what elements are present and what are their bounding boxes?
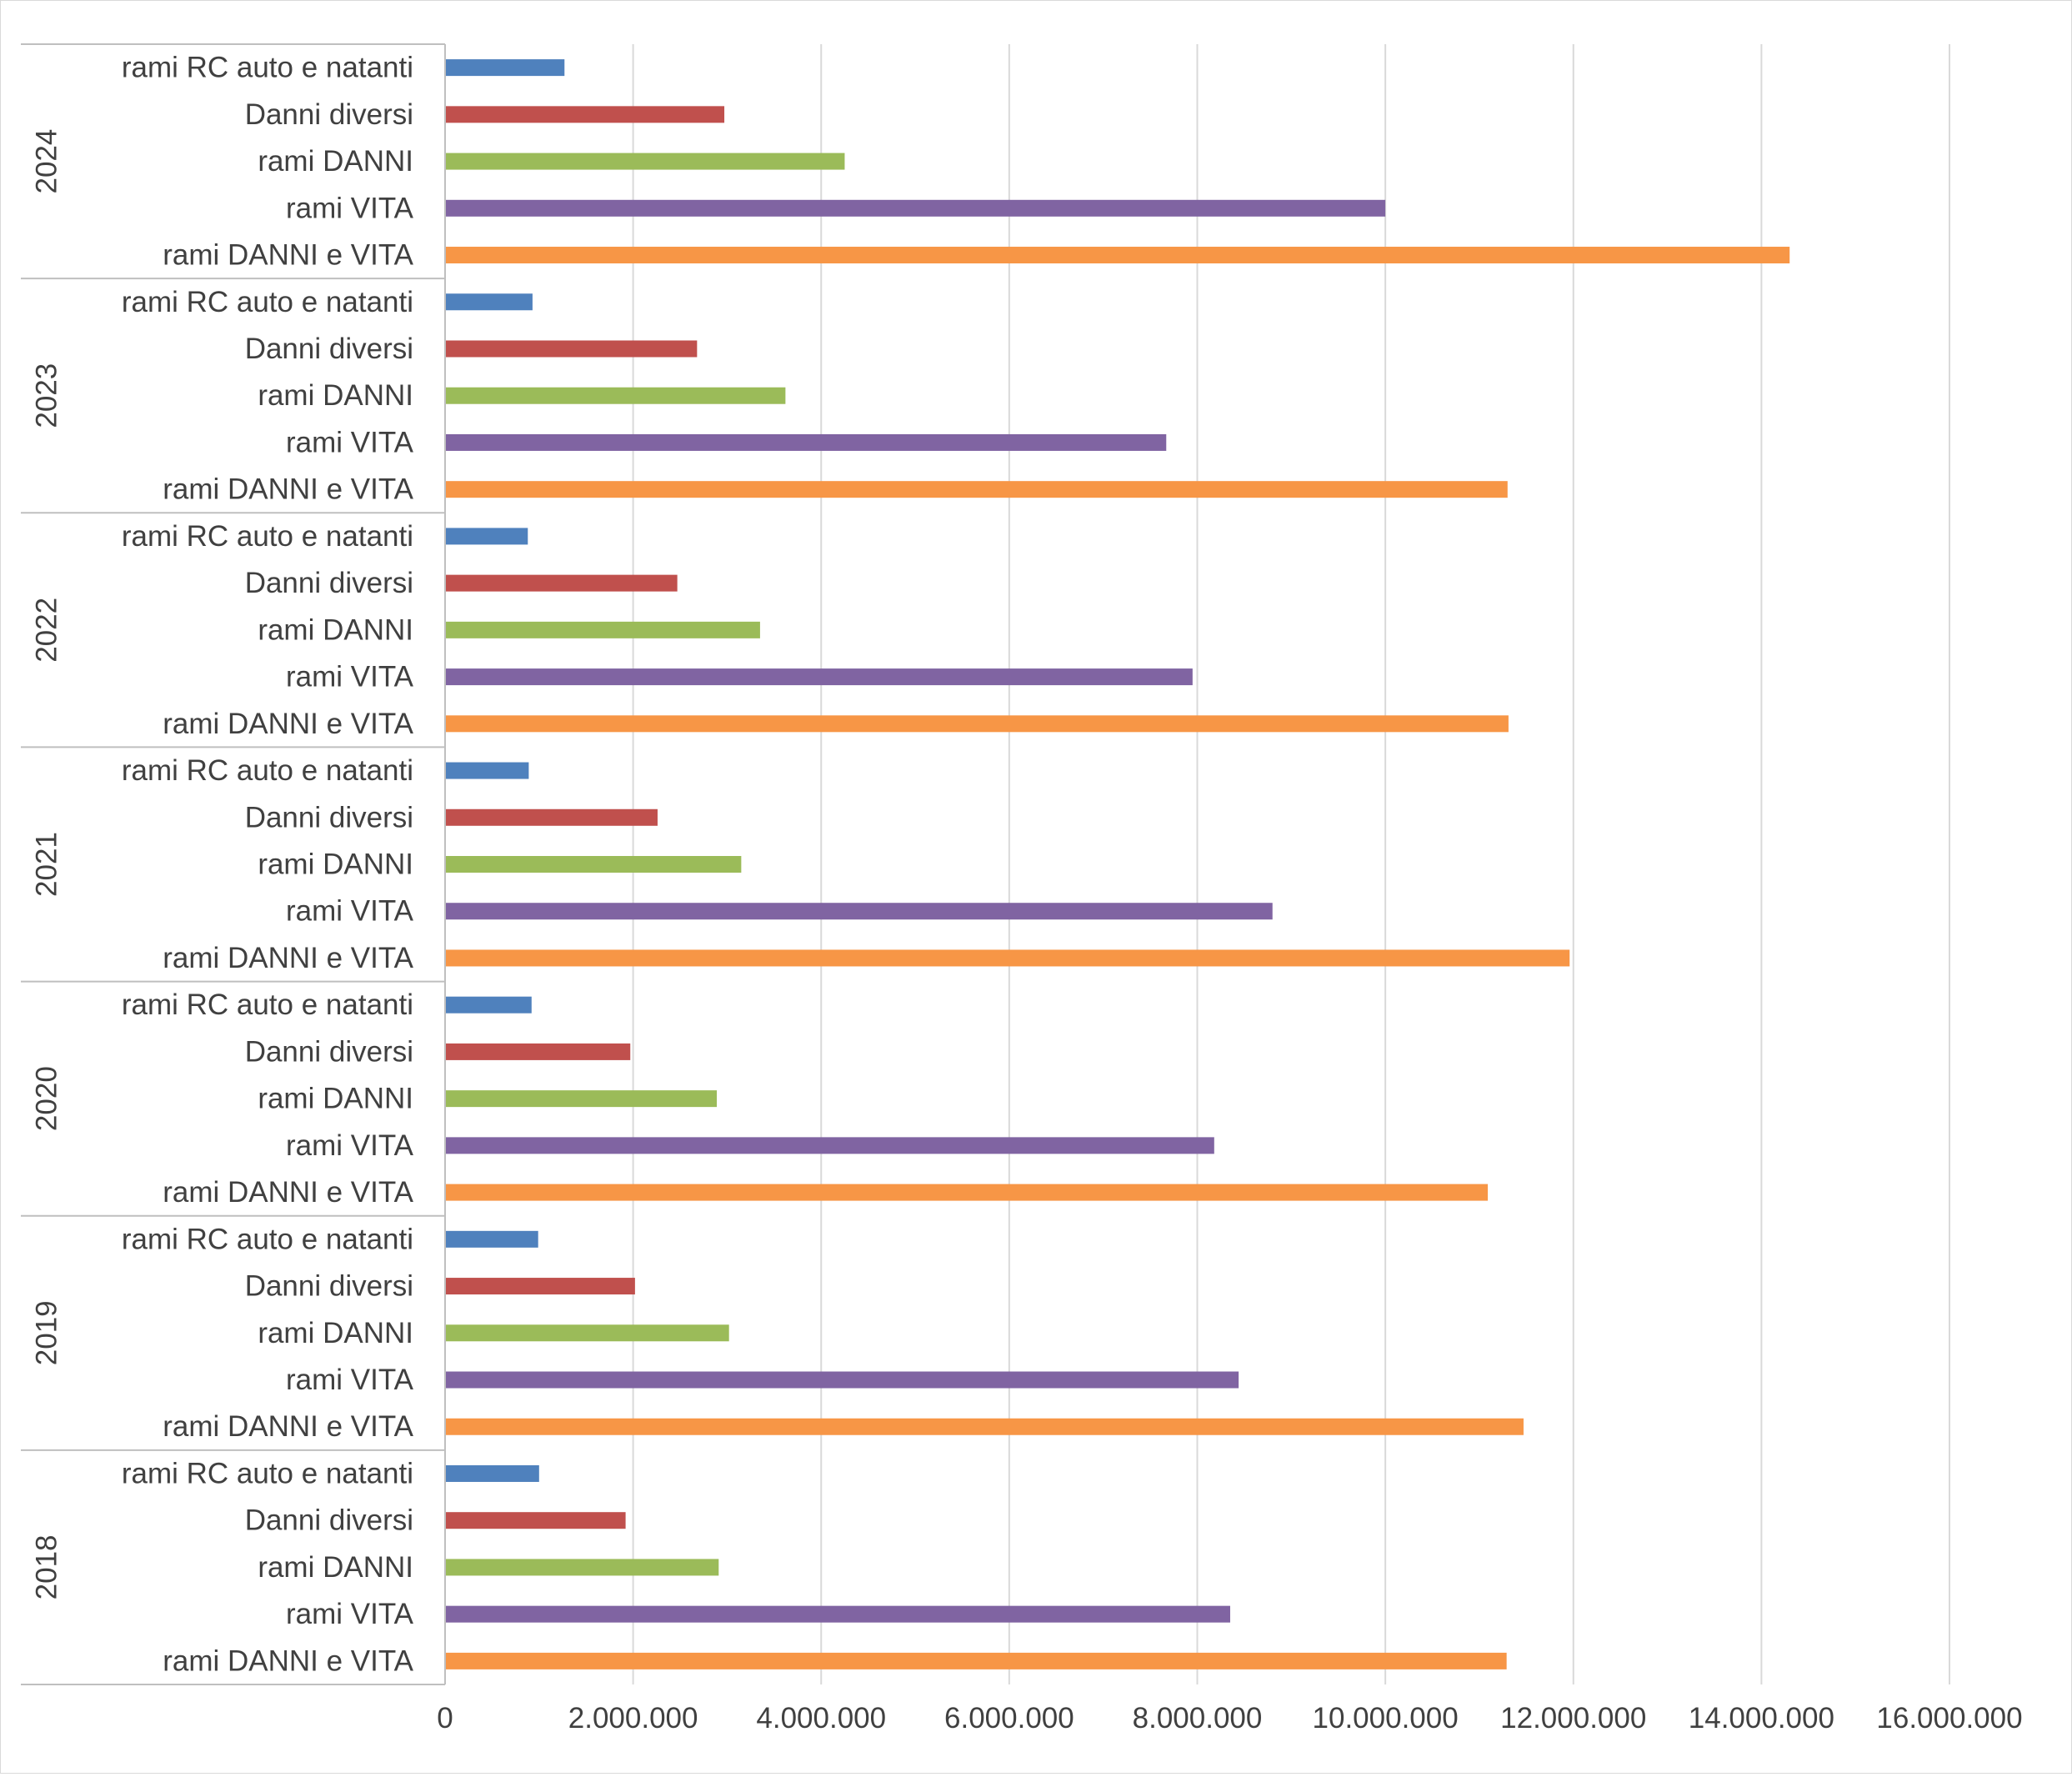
bar-2018-rami-rc-auto-e-natanti xyxy=(445,1464,539,1482)
category-label: rami DANNI e VITA xyxy=(163,1410,413,1443)
bar-2020-rami-rc-auto-e-natanti xyxy=(445,996,532,1014)
category-label: rami DANNI e VITA xyxy=(163,473,413,506)
category-label: rami VITA xyxy=(286,426,414,458)
bar-2020-rami-danni-e-vita xyxy=(445,1184,1489,1201)
bar-2024-rami-vita xyxy=(445,199,1386,217)
category-label: rami VITA xyxy=(286,661,414,693)
year-label: 2020 xyxy=(31,1066,63,1131)
bar-2019-rami-rc-auto-e-natanti xyxy=(445,1230,538,1248)
category-label: rami DANNI e VITA xyxy=(163,1176,413,1209)
x-tick-label: 4.000.000 xyxy=(756,1702,886,1734)
bar-2021-rami-danni-e-vita xyxy=(445,949,1570,967)
bar-2020-rami-danni xyxy=(445,1090,718,1108)
bar-2021-danni-diversi xyxy=(445,808,658,826)
axis-layer xyxy=(21,43,446,1685)
category-label: rami RC auto e natanti xyxy=(122,52,413,84)
category-label: rami DANNI e VITA xyxy=(163,942,413,974)
category-label: rami RC auto e natanti xyxy=(122,520,413,553)
category-label: rami DANNI xyxy=(258,613,413,646)
year-label: 2019 xyxy=(31,1300,63,1365)
x-tick-label: 2.000.000 xyxy=(568,1702,698,1734)
bar-2022-rami-danni xyxy=(445,621,760,638)
category-label: Danni diversi xyxy=(245,567,413,599)
bar-2020-rami-vita xyxy=(445,1137,1214,1154)
x-tick-label: 10.000.000 xyxy=(1313,1702,1459,1734)
bar-2024-danni-diversi xyxy=(445,106,725,123)
x-tick-label: 12.000.000 xyxy=(1500,1702,1646,1734)
bar-2023-rami-danni xyxy=(445,387,786,404)
label-layer: rami RC auto e natanti Danni diversi rami … xyxy=(31,52,2023,1734)
bar-2021-rami-vita xyxy=(445,903,1273,920)
bar-2024-rami-danni-e-vita xyxy=(445,247,1790,264)
bar-2023-rami-vita xyxy=(445,433,1167,451)
bar-2019-rami-danni-e-vita xyxy=(445,1418,1524,1435)
category-label: Danni diversi xyxy=(245,333,413,365)
category-label: rami DANNI xyxy=(258,1317,413,1349)
x-tick-label: 8.000.000 xyxy=(1133,1702,1263,1734)
grid-layer xyxy=(632,44,1950,1684)
category-label: rami VITA xyxy=(286,895,414,928)
category-label: rami DANNI e VITA xyxy=(163,239,413,272)
category-label: rami VITA xyxy=(286,192,414,224)
bar-2022-rami-vita xyxy=(445,668,1193,686)
bar-2018-danni-diversi xyxy=(445,1512,626,1529)
bar-2019-rami-danni xyxy=(445,1324,729,1342)
category-label: rami DANNI xyxy=(258,379,413,412)
bar-2023-danni-diversi xyxy=(445,340,698,358)
category-label: rami VITA xyxy=(286,1598,414,1630)
bar-2020-danni-diversi xyxy=(445,1043,631,1060)
bar-2018-rami-danni xyxy=(445,1559,719,1576)
x-tick-label: 14.000.000 xyxy=(1689,1702,1834,1734)
year-label: 2018 xyxy=(31,1534,63,1599)
bar-2022-rami-danni-e-vita xyxy=(445,715,1509,733)
category-label: rami DANNI xyxy=(258,848,413,881)
x-tick-label: 16.000.000 xyxy=(1876,1702,2022,1734)
year-label: 2022 xyxy=(31,598,63,663)
bar-2022-rami-rc-auto-e-natanti xyxy=(445,528,528,545)
category-label: rami RC auto e natanti xyxy=(122,1457,413,1489)
category-label: Danni diversi xyxy=(245,98,413,131)
category-label: rami DANNI e VITA xyxy=(163,708,413,740)
bar-2019-danni-diversi xyxy=(445,1278,635,1295)
bar-2021-rami-rc-auto-e-natanti xyxy=(445,762,529,779)
category-label: rami RC auto e natanti xyxy=(122,754,413,787)
category-label: Danni diversi xyxy=(245,1504,413,1537)
category-label: rami RC auto e natanti xyxy=(122,1223,413,1255)
bar-2018-rami-vita xyxy=(445,1605,1230,1623)
bar-2018-rami-danni-e-vita xyxy=(445,1652,1507,1669)
bar-2019-rami-vita xyxy=(445,1371,1239,1389)
category-label: rami RC auto e natanti xyxy=(122,989,413,1021)
bar-2024-rami-danni xyxy=(445,153,845,170)
category-label: rami DANNI xyxy=(258,1083,413,1115)
category-label: rami VITA xyxy=(286,1129,414,1162)
year-label: 2024 xyxy=(31,129,63,194)
category-label: rami VITA xyxy=(286,1364,414,1396)
category-label: rami DANNI e VITA xyxy=(163,1644,413,1677)
bar-2024-rami-rc-auto-e-natanti xyxy=(445,59,565,77)
bar-layer xyxy=(445,59,1790,1669)
year-label: 2023 xyxy=(31,363,63,428)
bar-2023-rami-danni-e-vita xyxy=(445,481,1508,498)
category-label: rami RC auto e natanti xyxy=(122,286,413,318)
bar-2022-danni-diversi xyxy=(445,574,678,592)
bar-2023-rami-rc-auto-e-natanti xyxy=(445,293,533,311)
category-label: rami DANNI xyxy=(258,1551,413,1584)
category-label: Danni diversi xyxy=(245,801,413,833)
category-label: rami DANNI xyxy=(258,145,413,178)
bar-2021-rami-danni xyxy=(445,856,742,873)
category-label: Danni diversi xyxy=(245,1035,413,1068)
x-tick-label: 0 xyxy=(437,1702,453,1734)
x-tick-label: 6.000.000 xyxy=(944,1702,1074,1734)
year-label: 2021 xyxy=(31,832,63,897)
category-label: Danni diversi xyxy=(245,1270,413,1303)
